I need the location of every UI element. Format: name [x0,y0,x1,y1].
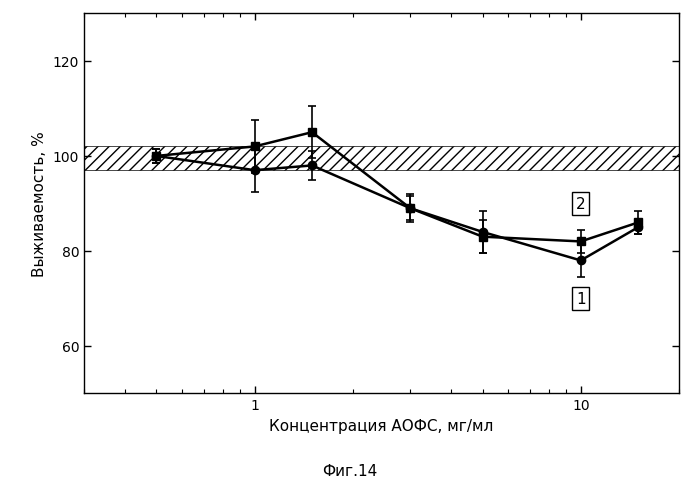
Text: 2: 2 [576,196,586,212]
Text: 1: 1 [576,291,586,306]
X-axis label: Концентрация АОФС, мг/мл: Концентрация АОФС, мг/мл [270,418,494,433]
Y-axis label: Выживаемость, %: Выживаемость, % [32,131,47,277]
Text: Фиг.14: Фиг.14 [323,463,377,478]
Bar [84,147,679,171]
